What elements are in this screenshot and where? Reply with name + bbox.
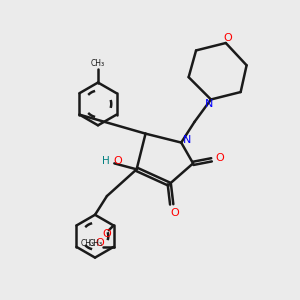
- Text: O: O: [215, 153, 224, 163]
- Text: CH₃: CH₃: [89, 239, 103, 248]
- Text: CH₃: CH₃: [91, 59, 105, 68]
- Text: O: O: [170, 208, 179, 218]
- Text: N: N: [183, 135, 191, 145]
- Text: O: O: [223, 33, 232, 43]
- Text: O: O: [102, 229, 111, 239]
- Text: N: N: [205, 99, 214, 109]
- Text: CH₃: CH₃: [81, 239, 95, 248]
- Text: O: O: [96, 238, 104, 248]
- Text: H: H: [102, 156, 110, 166]
- Text: O: O: [114, 156, 123, 166]
